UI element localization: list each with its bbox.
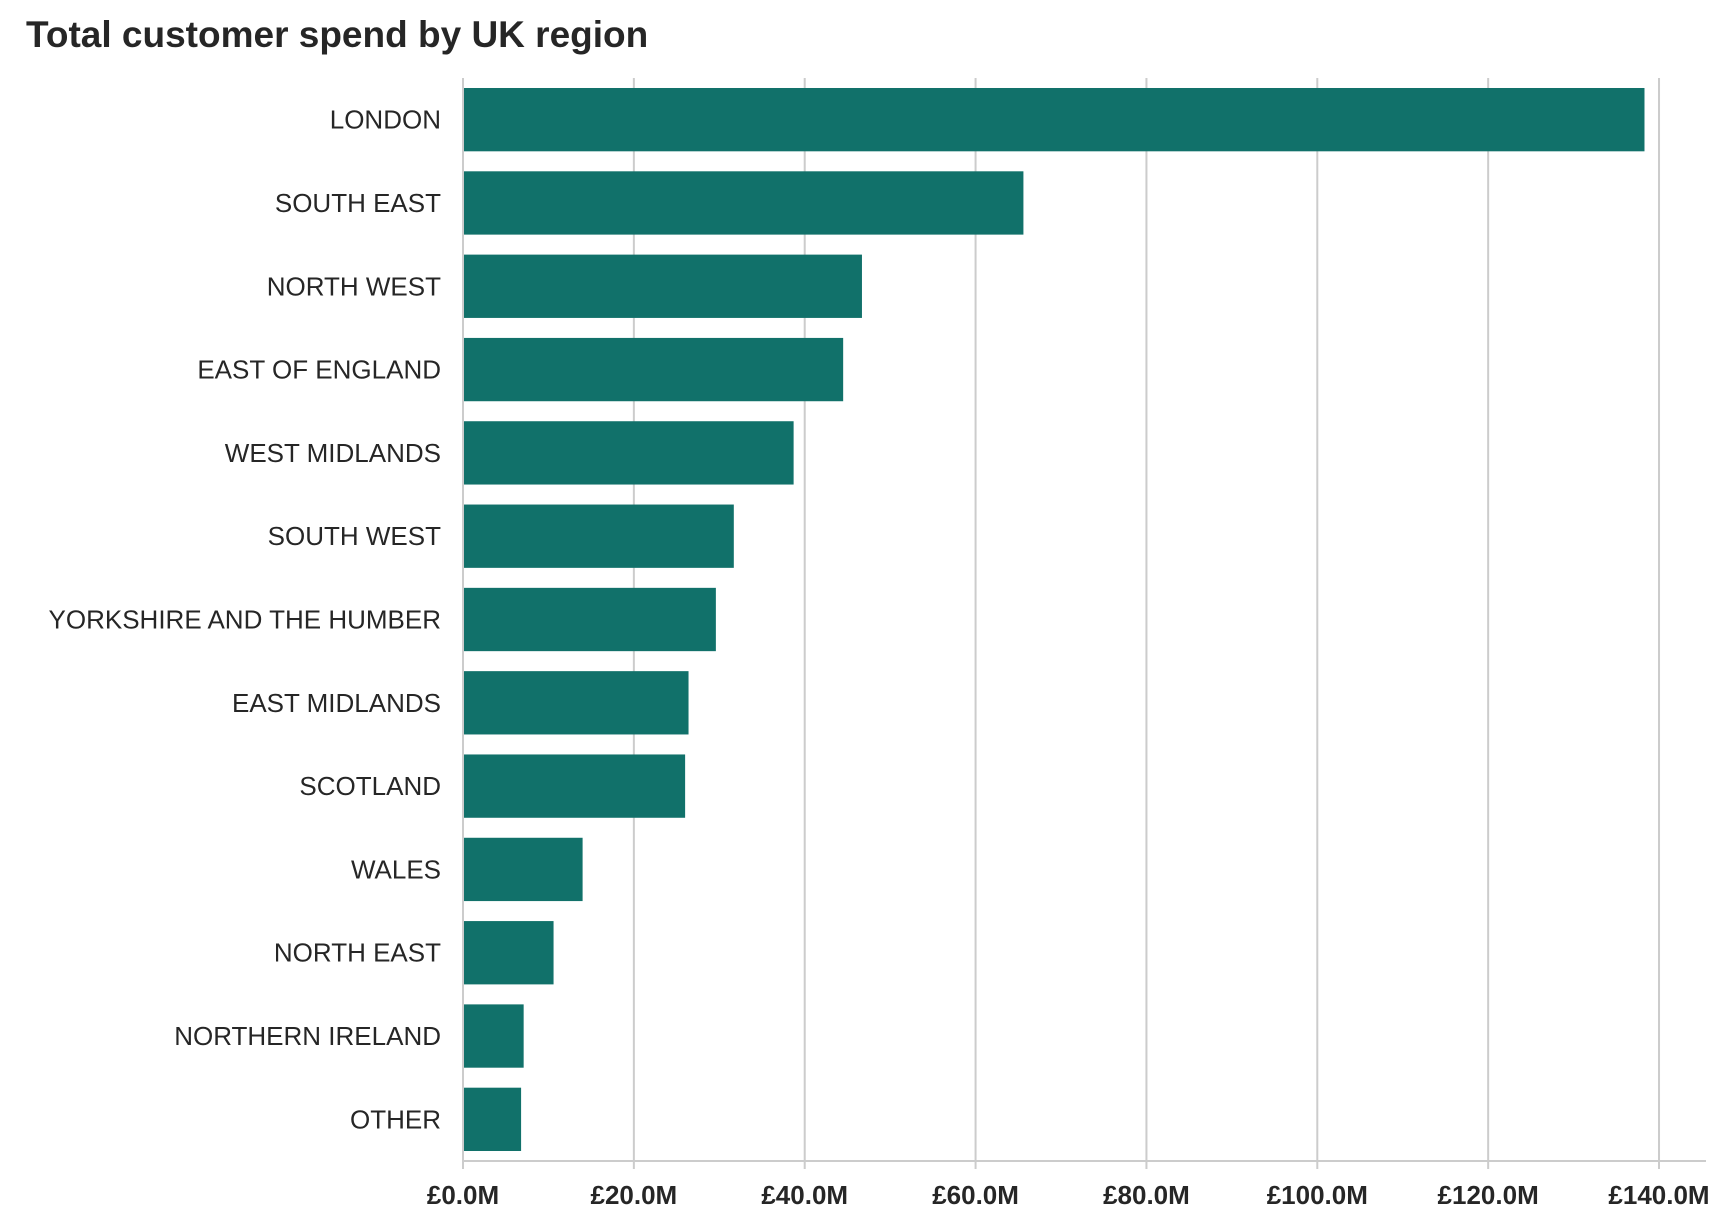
gridlines	[632, 78, 1661, 1161]
category-label: EAST OF ENGLAND	[197, 355, 441, 385]
category-label: NORTH EAST	[274, 938, 441, 968]
x-tick-label: £60.0M	[932, 1180, 1019, 1210]
bar	[464, 671, 689, 735]
bars	[464, 87, 1645, 1152]
category-label: WEST MIDLANDS	[225, 438, 441, 468]
x-tick-labels: £0.0M £20.0M £40.0M £60.0M £80.0M £100.0M £120…	[427, 1180, 1710, 1210]
x-tick-label: £100.0M	[1267, 1180, 1368, 1210]
bar	[464, 754, 686, 818]
category-label: WALES	[351, 854, 441, 884]
bar	[464, 837, 583, 902]
bar	[464, 421, 794, 485]
category-label: LONDON	[330, 105, 441, 135]
x-tick-label: £40.0M	[761, 1180, 848, 1210]
bar	[464, 254, 862, 318]
category-label: NORTH WEST	[267, 271, 441, 301]
bar	[464, 587, 716, 652]
category-label: SCOTLAND	[299, 771, 441, 801]
x-tick-label: £80.0M	[1103, 1180, 1190, 1210]
x-tick-label: £140.0M	[1608, 1180, 1709, 1210]
x-tick-label: £20.0M	[590, 1180, 677, 1210]
category-label: NORTHERN IRELAND	[174, 1021, 441, 1051]
bar	[464, 921, 554, 985]
chart-title: Total customer spend by UK region	[26, 14, 649, 55]
x-tick-label: £120.0M	[1438, 1180, 1539, 1210]
category-label: OTHER	[350, 1104, 441, 1134]
x-tick-label: £0.0M	[427, 1180, 499, 1210]
category-label: YORKSHIRE AND THE HUMBER	[49, 605, 441, 635]
bar	[464, 171, 1024, 235]
bar	[464, 1004, 524, 1068]
bar	[464, 337, 844, 402]
bar	[464, 87, 1645, 152]
bar	[464, 504, 734, 568]
category-label: SOUTH EAST	[275, 188, 441, 218]
category-label: EAST MIDLANDS	[232, 688, 441, 718]
category-label: SOUTH WEST	[268, 521, 441, 551]
bar	[464, 1087, 522, 1152]
category-labels: LONDON SOUTH EAST NORTH WEST EAST OF ENGLAN…	[49, 105, 442, 1135]
axes	[462, 78, 1706, 1169]
